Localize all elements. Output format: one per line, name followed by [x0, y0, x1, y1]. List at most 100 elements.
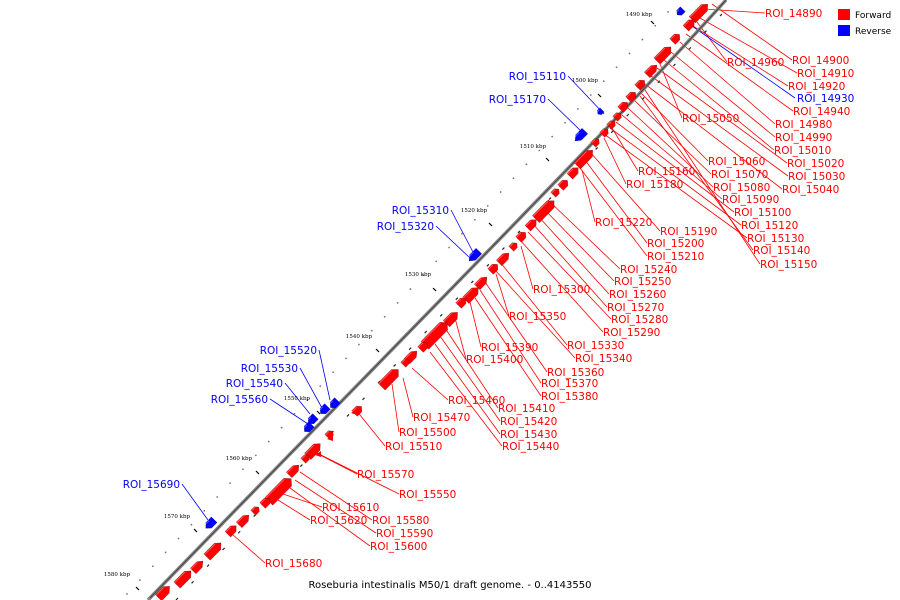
forward-gene-43-shape — [173, 570, 192, 589]
forward-gene-38-shape — [250, 506, 260, 516]
forward-gene-41 — [203, 542, 222, 561]
forward-gene-14-shine — [557, 180, 564, 186]
gene-label-roi_15250: ROI_15250 — [614, 276, 671, 288]
forward-gene-31-shine — [351, 406, 358, 412]
gene-label-roi_15680: ROI_15680 — [265, 558, 322, 570]
forward-gene-37-shine — [259, 498, 266, 504]
forward-gene-small-2 — [315, 451, 321, 457]
kbp-tick-mark — [545, 157, 550, 162]
minor-tick — [151, 565, 154, 568]
forward-gene-23 — [462, 287, 479, 304]
forward-gene-12-shape — [573, 150, 593, 170]
minor-tick — [499, 191, 502, 193]
leader-line-roi_15010 — [663, 59, 775, 151]
gene-label-roi_15100: ROI_15100 — [734, 207, 791, 219]
kbp-tick-label: 1550 kbp — [284, 396, 311, 402]
forward-gene-8 — [612, 112, 622, 122]
leader-line-roi_15220 — [581, 169, 596, 223]
inner-mark — [346, 414, 350, 417]
minor-tick — [486, 205, 489, 207]
forward-gene-1-shape — [682, 19, 695, 32]
inner-mark — [704, 30, 707, 34]
kbp-tick-mark — [432, 287, 437, 292]
minor-tick — [654, 24, 657, 27]
forward-gene-19-shine — [509, 243, 514, 248]
forward-gene-2-shine — [669, 34, 676, 40]
gene-label-roi_15350: ROI_15350 — [509, 311, 566, 323]
forward-gene-34-shape — [300, 454, 310, 464]
forward-gene-10-shine — [600, 129, 605, 134]
reverse-gene-8 — [203, 516, 218, 529]
gene-label-roi_15090: ROI_15090 — [722, 194, 779, 206]
reverse-gene-2 — [572, 128, 588, 142]
minor-tick — [370, 329, 373, 332]
forward-gene-30 — [377, 369, 399, 391]
forward-gene-36-shine — [265, 478, 285, 499]
gene-label-roi_15070: ROI_15070 — [711, 169, 768, 181]
forward-gene-16-shape — [532, 200, 555, 223]
inner-mark — [548, 197, 552, 200]
forward-gene-27 — [417, 342, 429, 353]
gene-label-roi_15500: ROI_15500 — [399, 427, 456, 439]
forward-gene-24 — [455, 298, 467, 309]
forward-gene-4 — [644, 64, 658, 78]
inner-mark — [672, 63, 676, 67]
forward-gene-38 — [250, 506, 260, 516]
gene-label-roi_14960: ROI_14960 — [727, 57, 784, 69]
minor-tick — [602, 80, 605, 83]
forward-gene-35-shape — [286, 464, 300, 478]
forward-gene-19-shape — [508, 242, 518, 252]
inner-mark — [719, 13, 723, 17]
leader-line-roi_15340 — [494, 269, 576, 359]
leader-line-roi_15210 — [579, 167, 648, 257]
forward-gene-23-shape — [462, 287, 479, 304]
leader-line-roi_14910 — [699, 17, 798, 74]
kbp-tick-mark — [255, 470, 260, 475]
leader-line-roi_15030 — [650, 75, 789, 177]
minor-tick — [396, 302, 399, 304]
gene-label-roi_15410: ROI_15410 — [498, 403, 555, 415]
forward-gene-20-shape — [496, 252, 510, 266]
reverse-gene-4 — [327, 397, 341, 408]
gene-label-roi_15590: ROI_15590 — [376, 528, 433, 540]
leader-line-roi_15520 — [318, 349, 331, 401]
leader-line-roi_15430 — [434, 343, 501, 435]
minor-tick — [293, 412, 296, 415]
forward-gene-30-shine — [378, 369, 393, 385]
inner-mark — [517, 230, 521, 234]
forward-gene-9-shape — [606, 120, 616, 130]
inner-mark — [393, 363, 397, 367]
inner-mark — [299, 464, 303, 467]
leader-line-roi_15180 — [603, 137, 627, 185]
gene-label-roi_15270: ROI_15270 — [607, 302, 664, 314]
forward-gene-14-shape — [557, 180, 569, 191]
forward-gene-25-shine — [443, 313, 452, 322]
gene-label-roi_15540: ROI_15540 — [226, 378, 283, 390]
forward-gene-13 — [566, 167, 579, 180]
leader-line-roi_15130 — [603, 133, 748, 239]
forward-gene-23-shine — [462, 288, 473, 299]
gene-label-roi_14890: ROI_14890 — [765, 8, 822, 20]
minor-tick — [641, 38, 644, 41]
forward-gene-small-1 — [327, 435, 333, 441]
gene-label-roi_15180: ROI_15180 — [626, 179, 683, 191]
minor-tick — [589, 94, 592, 96]
minor-tick — [628, 52, 631, 55]
gene-label-roi_15210: ROI_15210 — [647, 251, 704, 263]
gene-label-roi_14990: ROI_14990 — [775, 132, 832, 144]
forward-gene-16-shine — [532, 201, 549, 217]
reverse-gene-0-shape — [676, 6, 686, 16]
reverse-gene-3-shape — [468, 248, 482, 262]
forward-gene-15 — [550, 188, 560, 198]
forward-gene-38-shine — [251, 507, 256, 512]
minor-tick — [551, 135, 554, 138]
leader-line-roi_15310 — [450, 209, 475, 255]
inner-mark — [408, 347, 412, 351]
leader-line-roi_15150 — [644, 89, 761, 265]
minor-tick — [267, 440, 270, 443]
forward-gene-22-shape — [474, 276, 488, 290]
reverse-gene-0-shine — [675, 9, 680, 14]
leader-line-roi_15680 — [231, 533, 266, 564]
forward-gene-11 — [590, 138, 600, 148]
gene-label-roi_15030: ROI_15030 — [788, 171, 845, 183]
